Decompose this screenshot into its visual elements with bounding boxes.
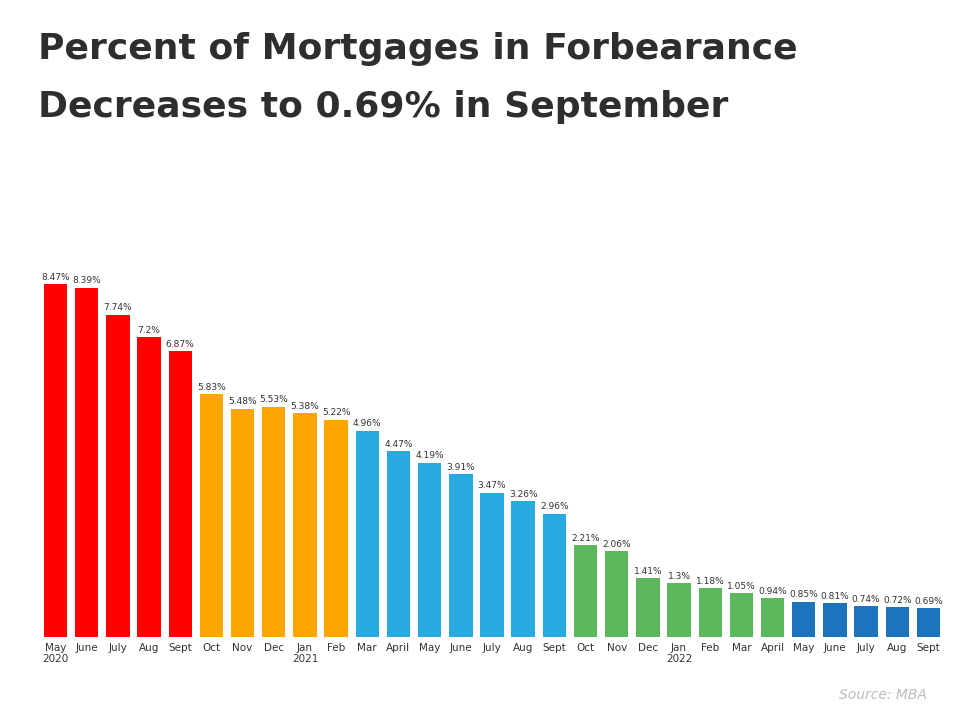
Bar (574, 545, 597, 637)
Text: 3.91%: 3.91% (446, 463, 475, 472)
Bar (917, 608, 940, 637)
Bar (107, 315, 130, 637)
Text: 7.2%: 7.2% (137, 326, 160, 335)
Text: 0.72%: 0.72% (883, 595, 912, 605)
Bar (137, 338, 160, 637)
Bar (418, 463, 442, 637)
Bar (200, 395, 223, 637)
Text: Decreases to 0.69% in September: Decreases to 0.69% in September (38, 90, 729, 124)
Bar (449, 474, 472, 637)
Bar (480, 492, 504, 637)
Text: 1.18%: 1.18% (696, 577, 725, 585)
Text: 5.38%: 5.38% (291, 402, 320, 410)
Text: Source: MBA: Source: MBA (838, 688, 926, 702)
Bar (542, 514, 566, 637)
Text: 2.21%: 2.21% (571, 534, 600, 543)
Bar (761, 598, 784, 637)
Text: Percent of Mortgages in Forbearance: Percent of Mortgages in Forbearance (38, 32, 798, 66)
Text: 0.81%: 0.81% (821, 592, 850, 601)
Text: 5.48%: 5.48% (228, 397, 257, 407)
Text: 5.53%: 5.53% (259, 395, 288, 405)
Bar (231, 409, 254, 637)
Bar (512, 501, 535, 637)
Bar (667, 583, 691, 637)
Text: 0.69%: 0.69% (914, 597, 943, 606)
Text: 0.74%: 0.74% (852, 595, 880, 604)
Bar (885, 607, 909, 637)
Text: 4.47%: 4.47% (384, 439, 413, 449)
Text: 1.05%: 1.05% (727, 582, 756, 591)
Bar (169, 351, 192, 637)
Text: 4.96%: 4.96% (353, 419, 382, 428)
Text: 7.74%: 7.74% (104, 303, 132, 312)
Text: 5.83%: 5.83% (197, 383, 226, 392)
Bar (355, 431, 379, 637)
Bar (293, 413, 317, 637)
Text: 2.96%: 2.96% (540, 503, 568, 511)
Bar (854, 606, 877, 637)
Text: 2.06%: 2.06% (602, 540, 631, 549)
Bar (605, 552, 629, 637)
Bar (75, 288, 99, 637)
Text: 0.94%: 0.94% (758, 587, 787, 595)
Bar (792, 602, 815, 637)
Text: 8.47%: 8.47% (41, 273, 70, 282)
Text: 5.22%: 5.22% (322, 408, 350, 418)
Bar (324, 420, 348, 637)
Bar (636, 578, 660, 637)
Text: 3.26%: 3.26% (509, 490, 538, 499)
Bar (44, 284, 67, 637)
Text: 6.87%: 6.87% (166, 340, 195, 348)
Text: 8.39%: 8.39% (72, 276, 101, 285)
Bar (387, 451, 410, 637)
Text: 0.85%: 0.85% (789, 590, 818, 599)
Bar (262, 407, 285, 637)
Text: 3.47%: 3.47% (478, 481, 506, 490)
Bar (699, 588, 722, 637)
Bar (824, 603, 847, 637)
Text: 1.41%: 1.41% (634, 567, 662, 576)
Text: 4.19%: 4.19% (416, 451, 444, 460)
Text: 1.3%: 1.3% (667, 572, 690, 580)
Bar (730, 593, 753, 637)
